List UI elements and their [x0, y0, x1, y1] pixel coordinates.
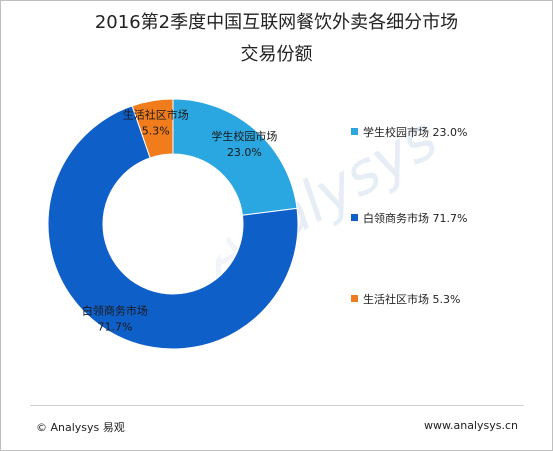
chart-title: 2016第2季度中国互联网餐饮外卖各细分市场 [94, 12, 459, 33]
footer-divider [30, 405, 524, 406]
chart-subtitle: 交易份额 [240, 44, 313, 65]
legend-label-community: 生活社区市场 [363, 293, 429, 306]
label-community-value: 5.3% [142, 124, 170, 137]
legend-item-campus: 学生校园市场 23.0% [351, 124, 551, 140]
footer-copyright: © Analysys 易观 [36, 421, 125, 434]
legend-value-business: 71.7% [432, 212, 468, 225]
legend-item-community: 生活社区市场 5.3% [351, 291, 551, 307]
donut-hole [117, 168, 229, 280]
label-campus-value: 23.0% [227, 146, 262, 159]
legend-item-business: 白领商务市场 71.7% [351, 210, 551, 226]
legend-value-community: 5.3% [432, 293, 461, 306]
legend-swatch-business [351, 214, 358, 221]
label-community-name: 生活社区市场 [123, 107, 189, 121]
label-campus-name: 学生校园市场 [211, 129, 277, 143]
inner-ring [103, 154, 243, 294]
slice-campus [172, 98, 298, 216]
legend-swatch-community [351, 295, 358, 302]
legend-value-campus: 23.0% [432, 126, 468, 139]
label-business-value: 71.7% [97, 320, 132, 333]
legend-label-campus: 学生校园市场 [363, 126, 429, 139]
legend-label-business: 白领商务市场 [363, 212, 429, 225]
slice-community [131, 98, 174, 159]
slice-business [47, 105, 299, 350]
footer-website: www.analysys.cn [424, 419, 518, 432]
legend-swatch-campus [351, 128, 358, 135]
label-business-name: 白领商务市场 [82, 303, 148, 317]
